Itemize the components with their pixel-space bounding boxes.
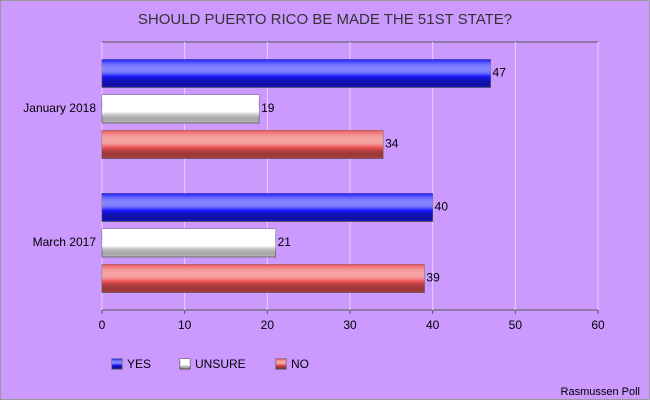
y-tick-label: January 2018	[23, 101, 96, 115]
source: Rasmussen Poll	[561, 386, 640, 398]
data-label: 47	[493, 66, 507, 80]
bar	[101, 94, 260, 124]
x-tick-label: 0	[99, 318, 106, 332]
y-tick-label: March 2017	[33, 235, 97, 249]
legend-swatch-shading	[180, 359, 190, 369]
x-tick-label: 40	[426, 318, 440, 332]
data-label: 34	[385, 137, 399, 151]
chart-title: SHOULD PUERTO RICO BE MADE THE 51ST STAT…	[138, 11, 512, 28]
bar	[101, 193, 434, 222]
data-label: 40	[435, 200, 449, 214]
data-label: 19	[261, 101, 275, 115]
data-label: 21	[278, 235, 292, 249]
x-tick-label: 60	[591, 318, 605, 332]
data-label: 39	[426, 271, 440, 285]
legend-swatch-shading	[276, 359, 286, 369]
x-tick-label: 10	[178, 318, 192, 332]
x-tick-label: 50	[509, 318, 523, 332]
bar	[101, 264, 425, 293]
legend-swatch-shading	[112, 359, 122, 369]
bar	[101, 130, 384, 159]
legend-label: YES	[127, 357, 151, 371]
bar	[101, 228, 277, 258]
x-tick-label: 30	[343, 318, 357, 332]
x-tick-label: 20	[261, 318, 275, 332]
legend-label: UNSURE	[195, 357, 246, 371]
legend-label: NO	[291, 357, 309, 371]
bar	[101, 59, 491, 88]
